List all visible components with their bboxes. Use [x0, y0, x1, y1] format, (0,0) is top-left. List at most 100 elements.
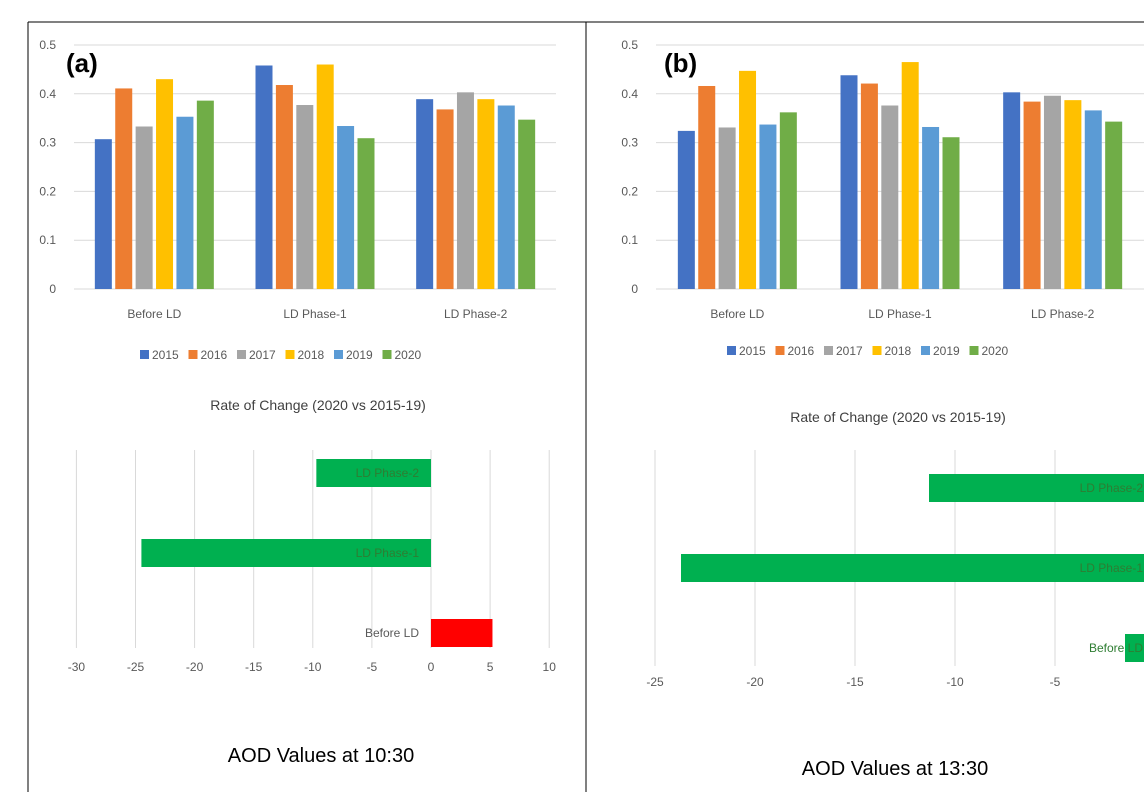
category-label: LD Phase-2 — [444, 307, 508, 321]
rate-chart-title: Rate of Change (2020 vs 2015-19) — [210, 397, 426, 413]
y-tick-label: 0.4 — [621, 87, 638, 101]
legend-swatch-2018 — [872, 346, 882, 355]
bar-2016-ld-phase-2 — [436, 109, 454, 289]
legend-label: 2017 — [836, 344, 863, 358]
bar-2018-ld-phase-2 — [1064, 100, 1082, 289]
category-label: LD Phase-1 — [868, 307, 932, 321]
rate-bar-label: LD Phase-2 — [356, 466, 420, 480]
bar-2017-ld-phase-1 — [881, 105, 899, 290]
rate-bar-label: LD Phase-1 — [356, 546, 420, 560]
bar-2020-before-ld — [779, 112, 797, 290]
bar-2019-before-ld — [759, 124, 777, 289]
panel-caption: AOD Values at 13:30 — [802, 758, 988, 780]
legend-swatch-2018 — [285, 350, 295, 359]
bar-2018-before-ld — [156, 79, 174, 289]
category-label: Before LD — [127, 307, 181, 321]
rate-bar-label: LD Phase-1 — [1080, 561, 1144, 575]
panel-caption: AOD Values at 10:30 — [228, 745, 414, 767]
bar-2016-ld-phase-1 — [860, 83, 878, 289]
x-tick-label: -30 — [68, 660, 86, 674]
x-tick-label: -25 — [646, 675, 664, 689]
legend-label: 2018 — [885, 344, 912, 358]
bar-2018-ld-phase-1 — [901, 62, 919, 289]
rate-bar-label: LD Phase-2 — [1080, 481, 1144, 495]
legend-label: 2018 — [298, 348, 325, 362]
legend-label: 2017 — [249, 348, 276, 362]
bar-2020-ld-phase-1 — [357, 138, 375, 289]
legend-swatch-2020 — [382, 350, 392, 359]
bar-2020-before-ld — [196, 100, 214, 289]
x-tick-label: 5 — [487, 660, 494, 674]
rate-chart-title: Rate of Change (2020 vs 2015-19) — [790, 409, 1006, 425]
x-tick-label: 0 — [428, 660, 435, 674]
rate-bar-ld-phase-1 — [141, 539, 431, 567]
panel-frames — [27, 21, 1144, 792]
bar-2015-ld-phase-2 — [1003, 92, 1021, 289]
rate-bar-ld-phase-2 — [929, 474, 1144, 502]
bar-2019-ld-phase-1 — [337, 126, 355, 290]
category-label: LD Phase-2 — [1031, 307, 1095, 321]
bar-2015-before-ld — [677, 130, 695, 289]
bar-2018-ld-phase-1 — [316, 64, 334, 290]
y-tick-label: 0.3 — [39, 136, 56, 150]
y-tick-label: 0.5 — [39, 38, 56, 52]
category-label: Before LD — [710, 307, 764, 321]
legend-label: 2019 — [346, 348, 373, 362]
legend-swatch-2019 — [921, 346, 930, 355]
rate-bar-ld-phase-1 — [681, 554, 1144, 582]
y-tick-label: 0.5 — [621, 38, 638, 52]
bar-2015-before-ld — [94, 139, 112, 289]
bar-2020-ld-phase-1 — [942, 137, 960, 289]
x-tick-label: -10 — [946, 675, 964, 689]
legend-swatch-2016 — [188, 350, 198, 359]
y-tick-label: 0.2 — [39, 184, 56, 198]
x-tick-label: -5 — [367, 660, 378, 674]
bar-2017-ld-phase-2 — [456, 92, 474, 289]
legend-label: 2016 — [788, 344, 815, 358]
panel-a: (a) 0 0.1 0.2 0.3 0.4 0.5 Before LD LD Phase-1 LD… — [39, 38, 556, 767]
bar-2016-before-ld — [698, 85, 716, 289]
bar-2019-ld-phase-2 — [497, 105, 515, 290]
bar-2016-before-ld — [115, 88, 133, 289]
legend-label: 2015 — [152, 348, 179, 362]
rate-bar-before-ld — [1125, 634, 1144, 662]
bar-2018-before-ld — [739, 70, 757, 289]
legend-label: 2015 — [739, 344, 766, 358]
bar-2015-ld-phase-1 — [255, 65, 273, 289]
x-tick-label: -15 — [245, 660, 263, 674]
legend-swatch-2016 — [775, 346, 785, 355]
legend-swatch-2015 — [727, 346, 736, 355]
y-tick-label: 0.1 — [621, 233, 638, 247]
bar-2016-ld-phase-2 — [1023, 101, 1041, 289]
x-tick-label: -15 — [846, 675, 864, 689]
rate-bar-ld-phase-2 — [316, 459, 431, 487]
bar-2015-ld-phase-1 — [840, 75, 858, 289]
panel-label: (b) — [664, 48, 697, 78]
bar-2020-ld-phase-2 — [518, 119, 536, 289]
rate-bar-label: Before LD — [1089, 641, 1143, 655]
rate-bar-before-ld — [431, 619, 493, 647]
bar-2020-ld-phase-2 — [1105, 121, 1123, 289]
rate-bar-label: Before LD — [365, 626, 419, 640]
bar-2017-before-ld — [135, 126, 153, 289]
y-tick-label: 0 — [631, 282, 638, 296]
bar-2018-ld-phase-2 — [477, 99, 495, 289]
bar-2019-ld-phase-1 — [922, 126, 940, 289]
legend-label: 2020 — [982, 344, 1009, 358]
bar-2017-ld-phase-2 — [1043, 95, 1061, 289]
y-tick-label: 0.1 — [39, 233, 56, 247]
y-tick-label: 0 — [49, 282, 56, 296]
x-tick-label: -20 — [746, 675, 764, 689]
category-label: LD Phase-1 — [283, 307, 347, 321]
bar-2017-ld-phase-1 — [296, 105, 314, 289]
x-tick-label: -5 — [1050, 675, 1061, 689]
legend-label: 2016 — [201, 348, 228, 362]
x-tick-label: -20 — [186, 660, 204, 674]
y-tick-label: 0.3 — [621, 136, 638, 150]
bar-2015-ld-phase-2 — [416, 99, 434, 289]
legend-swatch-2015 — [140, 350, 149, 359]
bar-2016-ld-phase-1 — [275, 85, 293, 290]
y-tick-label: 0.4 — [39, 87, 56, 101]
legend-swatch-2020 — [969, 346, 979, 355]
